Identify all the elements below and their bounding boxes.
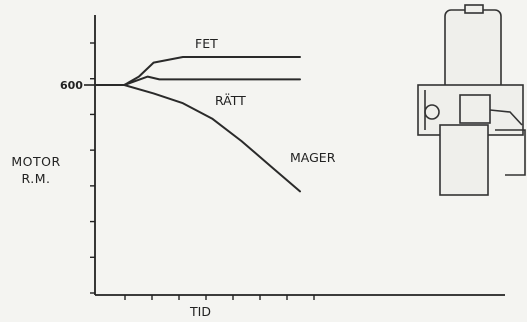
chart-series xyxy=(94,56,301,193)
venturi xyxy=(459,94,491,124)
y-tick-label-600: 600 xyxy=(60,79,83,92)
chart-labels: FET RÄTT MAGER 600 TID xyxy=(60,36,336,319)
series-label-rätt: RÄTT xyxy=(215,93,246,108)
series-line-mager xyxy=(94,84,301,193)
fuel-bowl-top xyxy=(444,9,502,91)
float-arm xyxy=(495,129,526,176)
series-label-mager: MAGER xyxy=(290,150,336,165)
carburetor-illustration xyxy=(417,4,526,196)
series-label-fet: FET xyxy=(195,36,218,51)
bowl-cap xyxy=(464,4,484,14)
series-line-fet xyxy=(94,56,301,86)
linkage xyxy=(489,109,523,126)
y-axis-label-line-2: R.M. xyxy=(21,171,51,186)
chart-axes xyxy=(84,15,505,300)
x-axis-label: TID xyxy=(189,304,211,319)
y-axis-label: MOTOR R.M. xyxy=(6,153,66,187)
series-line-rätt xyxy=(94,75,301,86)
throttle-screw xyxy=(424,104,440,120)
y-axis-label-line-1: MOTOR xyxy=(11,154,61,169)
fuel-bowl-bottom xyxy=(439,124,489,196)
